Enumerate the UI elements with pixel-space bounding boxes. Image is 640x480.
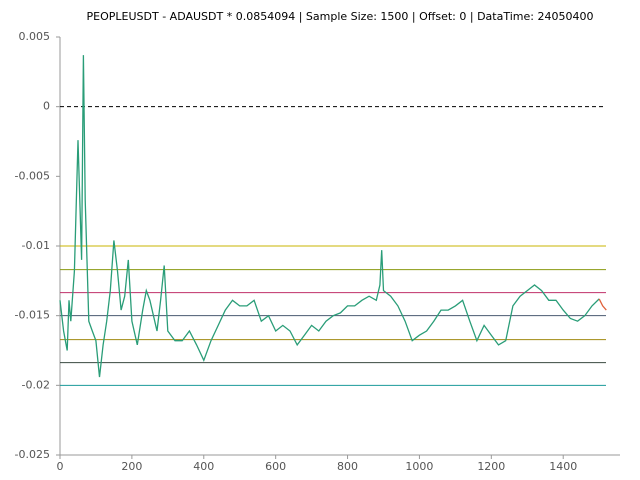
y-tick-label: -0.025 xyxy=(15,448,50,461)
y-tick-label: -0.01 xyxy=(22,239,50,252)
data-line xyxy=(59,55,600,378)
x-tick-label: 200 xyxy=(121,460,142,473)
x-tick-label: 800 xyxy=(337,460,358,473)
y-tick-label: -0.015 xyxy=(15,309,50,322)
y-tick-label: -0.005 xyxy=(15,169,50,182)
y-tick-label: 0 xyxy=(43,100,50,113)
x-tick-label: 400 xyxy=(193,460,214,473)
data-line xyxy=(598,298,607,311)
x-tick-label: 1400 xyxy=(549,460,577,473)
y-tick-label: 0.005 xyxy=(19,30,51,43)
x-tick-label: 1200 xyxy=(477,460,505,473)
x-tick-label: 1000 xyxy=(405,460,433,473)
chart-title: PEOPLEUSDT - ADAUSDT * 0.0854094 | Sampl… xyxy=(87,10,594,23)
x-tick-label: 0 xyxy=(57,460,64,473)
y-tick-label: -0.02 xyxy=(22,378,50,391)
x-tick-label: 600 xyxy=(265,460,286,473)
